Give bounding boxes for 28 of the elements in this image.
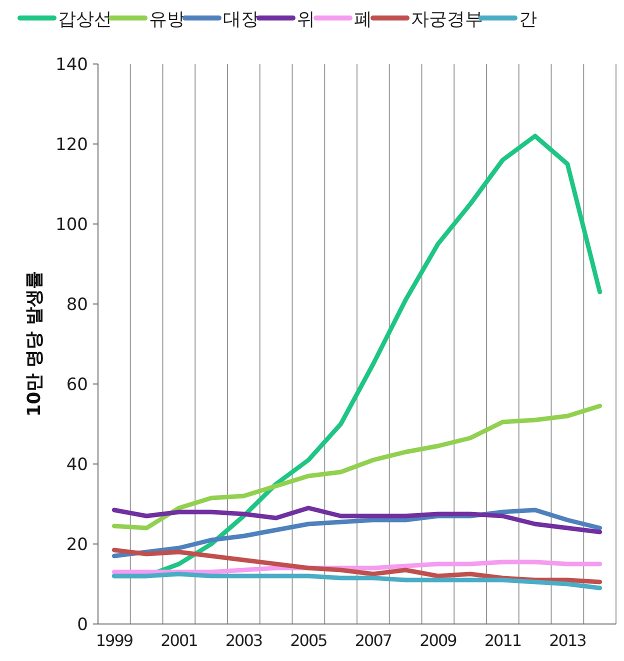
y-tick-label: 0 <box>77 614 88 635</box>
y-axis-title: 10만 명당 발생률 <box>24 271 45 417</box>
y-tick-label: 20 <box>66 534 88 555</box>
y-tick-label: 140 <box>56 54 88 75</box>
y-tick-label: 120 <box>56 134 88 155</box>
legend-label: 자궁경부 <box>411 9 483 30</box>
y-tick-label: 80 <box>66 294 88 315</box>
x-tick-label: 2001 <box>160 631 198 650</box>
legend-label: 위 <box>297 9 315 30</box>
y-tick-label: 60 <box>66 374 88 395</box>
x-tick-label: 1999 <box>96 631 134 650</box>
line-series <box>112 572 602 590</box>
legend-label: 간 <box>519 9 537 30</box>
line-series <box>112 506 602 534</box>
x-tick-label: 2009 <box>420 631 458 650</box>
x-tick-label: 2013 <box>549 631 586 650</box>
y-tick-label: 40 <box>66 454 88 475</box>
legend-label: 대장 <box>223 9 259 30</box>
y-tick-label: 100 <box>56 214 88 235</box>
line-series <box>112 404 602 530</box>
x-tick-label: 2005 <box>290 631 327 650</box>
legend-label: 갑상선 <box>58 9 112 30</box>
legend-label: 유방 <box>149 9 185 30</box>
x-tick-label: 2003 <box>225 631 262 650</box>
line-series <box>112 548 602 584</box>
legend-label: 폐 <box>354 9 372 30</box>
x-tick-label: 2011 <box>484 631 522 650</box>
x-tick-label: 2007 <box>354 631 392 650</box>
